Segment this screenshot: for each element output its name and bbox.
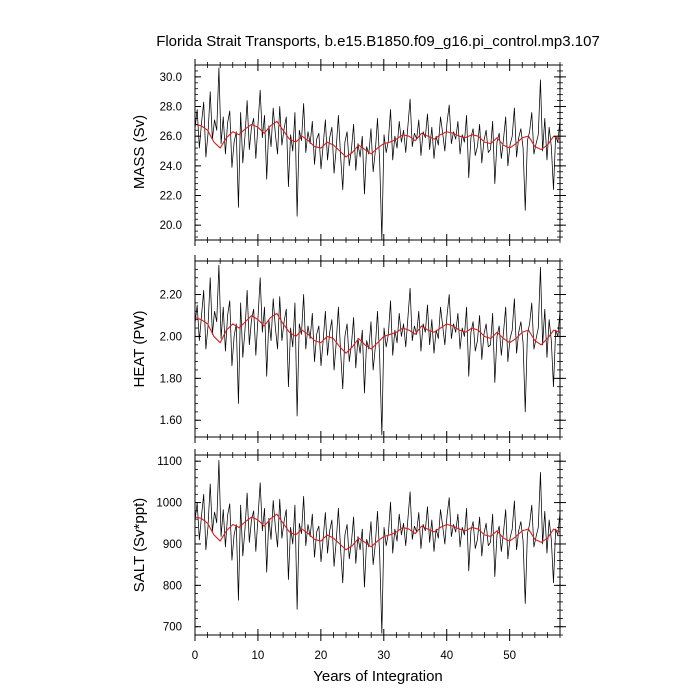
salt-y-tick-label: 700 [163, 622, 182, 634]
x-tick-label: 10 [252, 650, 265, 662]
mass-y-tick-label: 22.0 [160, 191, 182, 203]
panel-heat: HEAT (PW) 1.60 1.80 2.00 2.20 [131, 255, 566, 443]
salt-plot-frame [194, 454, 561, 636]
salt-smoothed-line [195, 513, 560, 551]
mass-y-tick-label: 24.0 [160, 161, 182, 173]
mass-y-tick-label: 30.0 [160, 72, 182, 84]
x-tick-label: 30 [377, 650, 390, 662]
mass-plot-frame [194, 64, 561, 241]
y-axis-label-heat: HEAT (PW) [131, 311, 148, 388]
y-axis-label-mass: MASS (Sv) [131, 115, 148, 189]
heat-monthly-line [195, 264, 560, 436]
salt-y-tick-label: 900 [163, 539, 182, 551]
mass-smoothed-line [195, 120, 560, 158]
x-axis-label: Years of Integration [313, 668, 443, 685]
panel-salt: SALT (Sv*ppt) 700 800 900 1000 1100 0 10 20 30 40… [131, 449, 566, 662]
mass-monthly-line [195, 67, 560, 240]
salt-y-tick-label: 1100 [157, 456, 182, 468]
x-tick-label: 50 [503, 650, 516, 662]
heat-smoothed-line [195, 312, 560, 354]
chart-title: Florida Strait Transports, b.e15.B1850.f… [156, 33, 600, 50]
salt-y-tick-label: 800 [163, 580, 182, 592]
heat-y-tick-label: 2.00 [160, 331, 182, 343]
x-tick-label: 20 [314, 650, 327, 662]
mass-y-tick-label: 28.0 [160, 102, 182, 114]
mass-y-tick-label: 20.0 [160, 220, 182, 232]
salt-y-tick-label: 1000 [156, 498, 182, 510]
heat-y-tick-label: 1.80 [160, 373, 182, 385]
panel-mass: MASS (Sv) 20.0 22.0 24.0 26.0 28.0 30.0 [131, 59, 566, 246]
heat-y-tick-label: 1.60 [160, 415, 182, 427]
y-axis-label-salt: SALT (Sv*ppt) [131, 498, 148, 592]
heat-plot-frame [194, 260, 561, 438]
salt-monthly-line [195, 460, 560, 634]
x-tick-label: 40 [440, 650, 453, 662]
mass-y-tick-label: 26.0 [160, 131, 182, 143]
x-tick-label: 0 [192, 650, 198, 662]
heat-y-tick-label: 2.20 [160, 290, 182, 302]
